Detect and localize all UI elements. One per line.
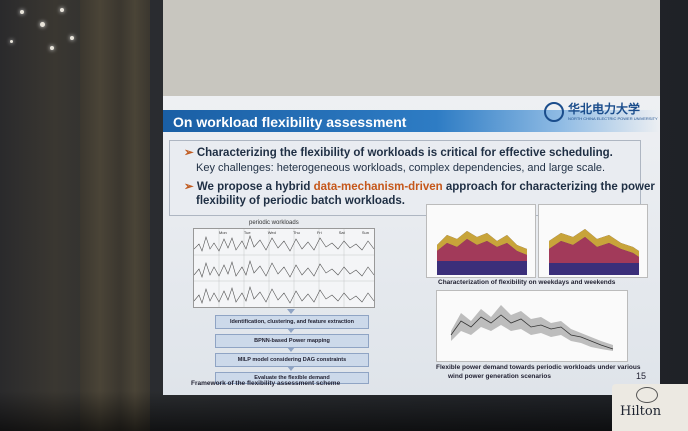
hotel-brand: Hilton (620, 404, 662, 419)
flow-arrow-icon (287, 309, 295, 314)
chart-legend (441, 207, 531, 229)
chandelier-light (10, 40, 13, 43)
step-evaluate: Evaluate the flexible demand (215, 372, 369, 384)
hotel-sign: Hilton (612, 384, 688, 431)
bullet-1: ➢ Characterizing the flexibility of work… (184, 145, 613, 159)
weekday-area-plot (437, 231, 527, 275)
framework-figure: periodic workloads Mon Tue Wed Thu Fri S… (189, 220, 379, 385)
flexible-demand-plot (450, 305, 614, 351)
chandelier-light (40, 22, 45, 27)
logo-chinese-name: 华北电力大学 (568, 102, 641, 116)
bullet-2-highlight: data-mechanism-driven (313, 181, 443, 193)
day-label: Wed (267, 230, 276, 235)
page-number: 15 (635, 371, 646, 381)
step-milp: MILP model considering DAG constraints (215, 353, 369, 367)
flow-arrow-icon (287, 366, 295, 371)
curtain (120, 0, 150, 431)
bullet-2-post: approach for characterizing the power (442, 181, 655, 193)
wind-scenario-chart (436, 290, 628, 362)
wind-scenario-caption-2: wind power generation scenarios (448, 373, 551, 380)
flow-arrow-icon (287, 328, 295, 333)
bullet-arrow-icon: ➢ (184, 181, 197, 193)
weekend-flexibility-chart (538, 204, 648, 278)
step-bpnn: BPNN-based Power mapping (215, 334, 369, 348)
wind-scenario-caption-1: Flexible power demand towards periodic w… (436, 364, 641, 371)
curtain (80, 0, 120, 431)
floor-shadow (0, 391, 688, 431)
step-identification: Identification, clustering, and feature … (215, 315, 369, 329)
bullet-2: ➢ We propose a hybrid data-mechanism-dri… (184, 179, 655, 193)
day-label: Thu (292, 230, 300, 235)
bullet-2-cont: flexibility of periodic batch workloads. (196, 195, 405, 207)
weekday-flexibility-chart (426, 204, 536, 278)
university-logo: 华北电力大学 NORTH CHINA ELECTRIC POWER UNIVER… (544, 100, 658, 126)
chandelier-light (50, 46, 54, 50)
bullet-arrow-icon: ➢ (184, 147, 197, 159)
day-label: Tue (243, 230, 251, 235)
chandelier-light (70, 36, 74, 40)
day-label: Fri (316, 230, 322, 235)
framework-caption: Framework of the flexibility assessment … (191, 380, 341, 387)
workload-traces (193, 229, 375, 307)
bullet-1-sub: Key challenges: heterogeneous workloads,… (196, 162, 606, 174)
chandelier-light (60, 8, 64, 12)
university-emblem-icon (544, 102, 564, 122)
bullet-box: ➢ Characterizing the flexibility of work… (169, 140, 655, 216)
bullet-1-text: Characterizing the flexibility of worklo… (196, 147, 613, 159)
logo-english-name: NORTH CHINA ELECTRIC POWER UNIVERSITY (568, 116, 658, 121)
weekday-weekend-caption: Characterization of flexibility on weekd… (438, 279, 616, 286)
hilton-logo-icon (636, 387, 658, 403)
day-labels: Mon Tue Wed Thu Fri Sat Sun (219, 230, 369, 235)
flexibility-figures: Characterization of flexibility on weekd… (418, 204, 650, 389)
day-label: Sun (361, 230, 369, 235)
weekend-area-plot (549, 229, 639, 275)
chandelier-light (20, 10, 24, 14)
title-bar (163, 110, 660, 132)
presentation-slide: On workload flexibility assessment 华北电力大… (163, 96, 660, 395)
flow-arrow-icon (287, 347, 295, 352)
bullet-2-pre: We propose a hybrid (196, 181, 314, 193)
day-label: Sat (338, 230, 345, 235)
slide-title: On workload flexibility assessment (173, 114, 407, 130)
day-label: Mon (219, 230, 227, 235)
periodic-workloads-label: periodic workloads (249, 220, 299, 226)
periodic-workloads-plot (193, 228, 375, 308)
